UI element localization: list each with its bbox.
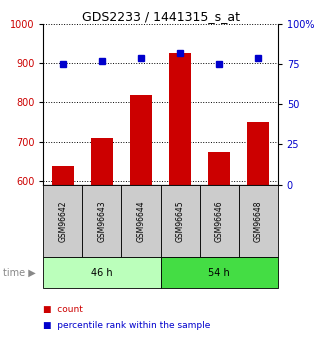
Text: ■  percentile rank within the sample: ■ percentile rank within the sample <box>43 321 211 330</box>
Bar <box>239 185 278 257</box>
Text: GSM96645: GSM96645 <box>176 200 185 242</box>
Bar <box>160 257 278 288</box>
Text: GSM96642: GSM96642 <box>58 200 67 242</box>
Bar <box>169 53 191 185</box>
Bar <box>52 166 74 185</box>
Bar <box>200 185 239 257</box>
Text: 46 h: 46 h <box>91 268 113 277</box>
Bar <box>43 185 82 257</box>
Text: GSM96648: GSM96648 <box>254 200 263 242</box>
Text: GSM96644: GSM96644 <box>136 200 145 242</box>
Bar <box>82 185 121 257</box>
Bar <box>91 138 113 185</box>
Bar <box>247 122 269 185</box>
Bar <box>160 185 200 257</box>
Text: GDS2233 / 1441315_s_at: GDS2233 / 1441315_s_at <box>82 10 239 23</box>
Text: GSM96646: GSM96646 <box>214 200 224 242</box>
Text: 54 h: 54 h <box>208 268 230 277</box>
Text: time ▶: time ▶ <box>3 268 36 277</box>
Bar <box>121 185 160 257</box>
Bar <box>43 257 160 288</box>
Text: ■  count: ■ count <box>43 305 83 314</box>
Bar <box>130 95 152 185</box>
Text: GSM96643: GSM96643 <box>97 200 107 242</box>
Bar <box>208 152 230 185</box>
